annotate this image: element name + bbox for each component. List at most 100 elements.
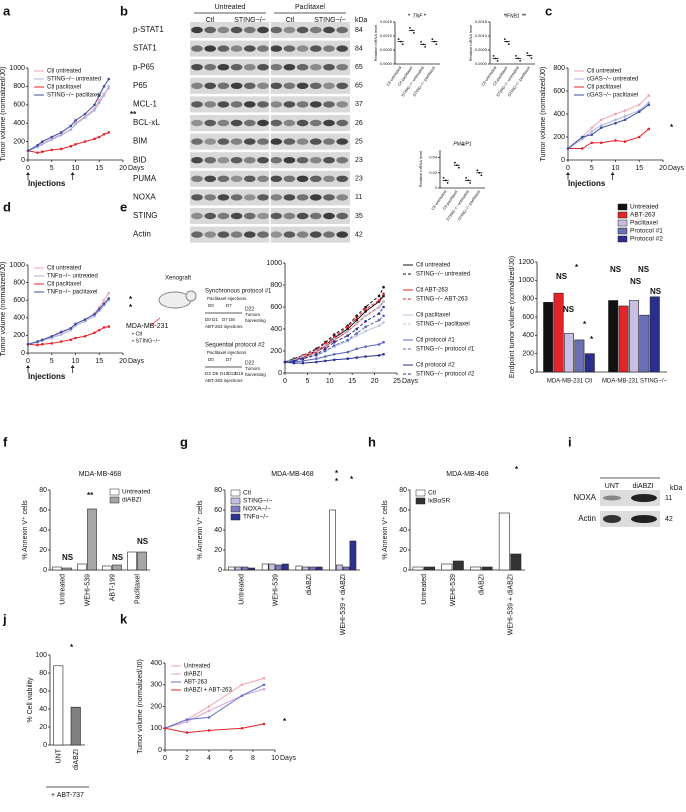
- blot-band: [270, 101, 283, 108]
- injection-arrowhead: [70, 365, 75, 368]
- bar: [102, 565, 112, 571]
- blot-band: [283, 194, 296, 201]
- blot-lane: diABZI: [632, 483, 653, 490]
- data-point: [517, 57, 520, 60]
- blot-kda: 25: [355, 138, 363, 145]
- data-point: [623, 140, 627, 143]
- data-point: [355, 316, 358, 320]
- data-point: [507, 43, 510, 45]
- blot-band: [217, 212, 230, 220]
- data-point: [408, 27, 411, 29]
- y-tick-label: 0: [218, 567, 222, 574]
- bar: [53, 665, 64, 746]
- legend-swatch: [617, 219, 628, 227]
- y-tick-label: 60: [214, 507, 222, 514]
- blot-band: [323, 194, 335, 201]
- data-point: [36, 143, 39, 147]
- blot-band: [323, 231, 335, 238]
- data-point: [647, 94, 651, 97]
- data-point: [59, 340, 63, 343]
- y-tick-label: 400: [553, 111, 565, 118]
- bar: [282, 563, 289, 571]
- blot-band: [191, 157, 203, 164]
- blot-band: [191, 194, 203, 201]
- data-point: [301, 357, 305, 361]
- annotation: *: [424, 13, 426, 19]
- blot-band: [283, 26, 296, 34]
- bar: [309, 566, 316, 571]
- y-tick-label: 400: [13, 120, 25, 127]
- legend-label: Ctl ABT-263: [416, 288, 449, 294]
- y-tick-label: 0.0000: [380, 61, 393, 66]
- blot-band: [283, 231, 296, 238]
- legend-label: STING−/− untreated: [416, 272, 470, 278]
- injection-arrowhead: [26, 172, 30, 175]
- data-point: [377, 305, 381, 309]
- y-tick-label: 0.04: [429, 155, 438, 160]
- blot-band: [257, 101, 269, 108]
- blot-band: [230, 45, 243, 52]
- blot-kda: 23: [355, 157, 363, 164]
- blot-band: [230, 212, 243, 220]
- bar: [77, 563, 87, 571]
- panel-label: d: [3, 199, 11, 214]
- legend-label: Ctl paclitaxel: [587, 85, 621, 91]
- legend-swatch: [415, 489, 426, 497]
- series-line: [284, 301, 384, 363]
- data-point: [262, 722, 266, 726]
- x-tick-label: WEHI-539: [84, 574, 91, 606]
- panel-label: b: [120, 3, 128, 18]
- y-tick-label: 0: [21, 157, 25, 164]
- data-point: [207, 729, 211, 732]
- data-point: [262, 683, 266, 687]
- blot-band: [270, 212, 283, 220]
- legend-swatch: [617, 235, 628, 243]
- x-tick-label: Untreated: [59, 574, 66, 605]
- blot-band: [310, 63, 322, 71]
- data-point: [382, 314, 385, 318]
- data-point: [355, 314, 358, 318]
- y-tick-label: 0.0015: [380, 19, 393, 24]
- bar: [127, 551, 137, 571]
- blot-kda: 42: [355, 231, 363, 238]
- data-point: [107, 77, 111, 81]
- blot-band: [191, 26, 203, 34]
- legend-label: Ctl untreated: [416, 263, 450, 269]
- series-line: [27, 131, 109, 154]
- annotation: *: [583, 320, 587, 329]
- y-tick-label: 1000: [9, 65, 25, 72]
- blot-band: [204, 26, 216, 34]
- bar: [342, 566, 350, 571]
- blot-band: [603, 515, 621, 523]
- data-point: [647, 127, 651, 131]
- blot-band: [631, 494, 657, 502]
- y-tick-label: 20: [399, 547, 407, 554]
- blot-kda: 42: [665, 516, 673, 523]
- model: Xenograft: [165, 276, 191, 282]
- annotation: *: [515, 465, 519, 474]
- injection-arrowhead: [566, 172, 570, 175]
- protocol-bottom: ABT-263 injections: [205, 324, 243, 329]
- blot-band: [257, 45, 269, 52]
- y-axis-label: Tumor volume (normalized/J0): [0, 262, 7, 357]
- blot-band: [217, 82, 230, 90]
- bar: [70, 706, 81, 746]
- blot-row-label: MCL-1: [133, 100, 158, 109]
- y-tick-label: 600: [13, 102, 25, 109]
- x-axis-label: Days: [280, 755, 296, 762]
- bar: [424, 566, 436, 571]
- data-point: [505, 40, 508, 43]
- data-point: [401, 43, 404, 45]
- blot-band: [244, 26, 256, 34]
- blot-band: [270, 26, 283, 34]
- blot-row-label: NOXA: [573, 493, 596, 502]
- legend-label: Ctl protocol #2: [416, 363, 455, 369]
- series-line: [567, 102, 650, 149]
- annotation: NS: [112, 553, 124, 562]
- bar: [234, 566, 242, 571]
- x-tick-label: 5: [590, 165, 594, 172]
- bar: [584, 353, 595, 373]
- blot-band: [296, 212, 309, 220]
- blot-band: [296, 175, 309, 182]
- data-point: [364, 355, 367, 358]
